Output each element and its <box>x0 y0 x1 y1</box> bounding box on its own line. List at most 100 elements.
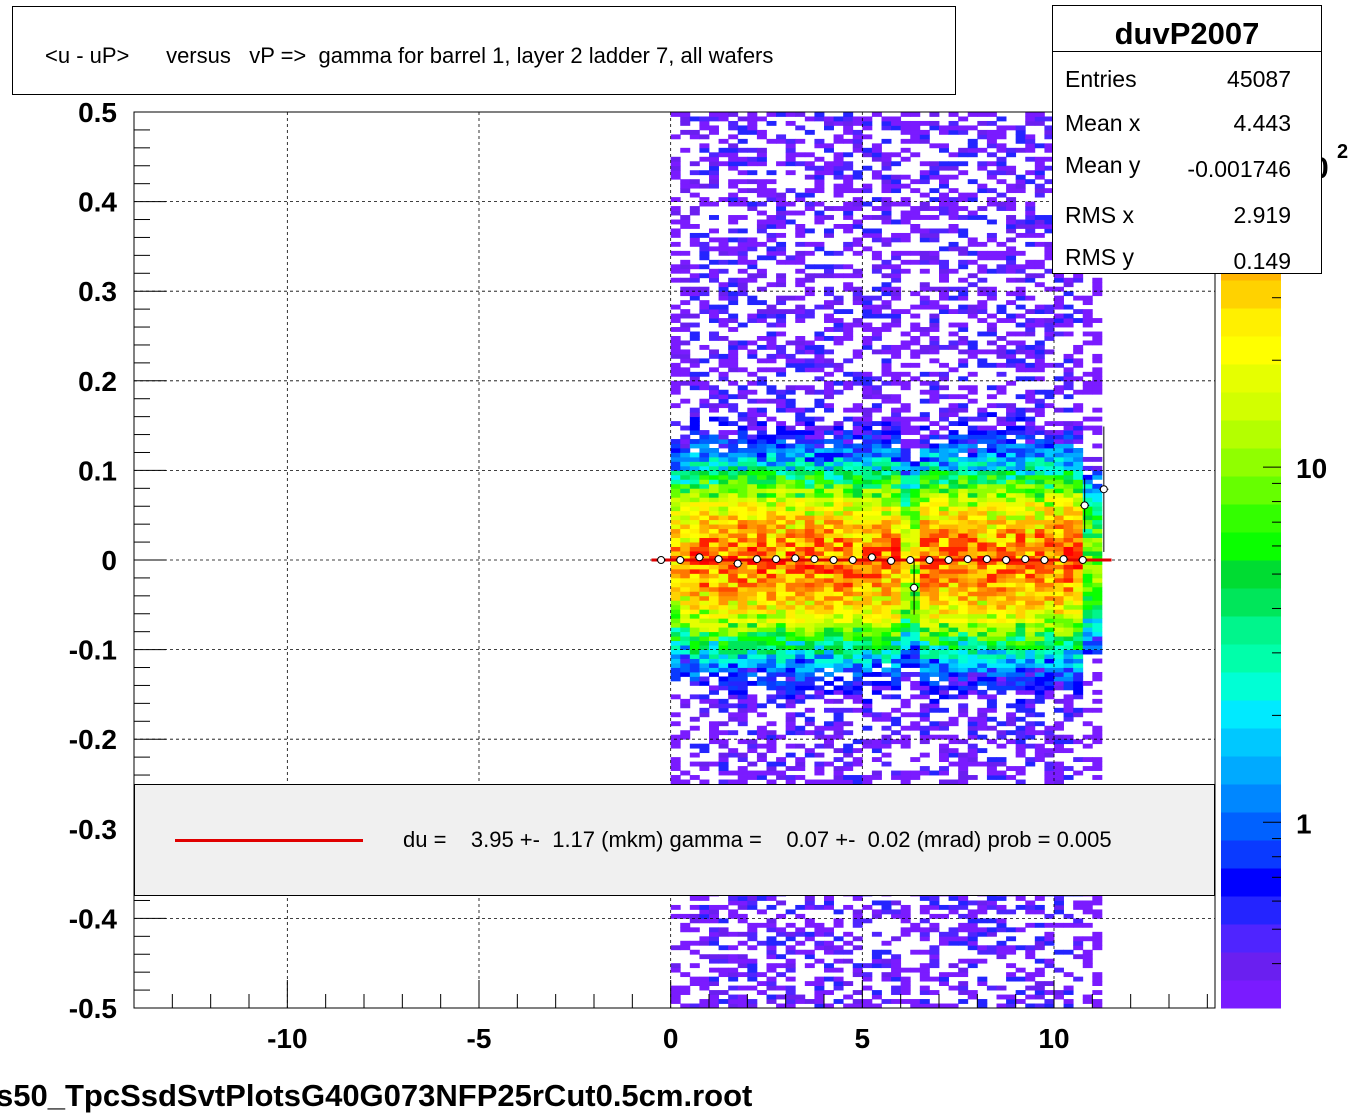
heatmap-cell <box>919 976 930 982</box>
heatmap-cell <box>718 291 729 297</box>
heatmap-cell <box>814 582 825 588</box>
heatmap-cell <box>718 309 729 314</box>
heatmap-cell <box>1006 246 1017 252</box>
heatmap-cell <box>1025 318 1036 323</box>
heatmap-cell <box>986 694 997 700</box>
heatmap-cell <box>996 537 1007 543</box>
heatmap-cell <box>948 609 959 615</box>
heatmap-cell <box>862 999 873 1004</box>
heatmap-cell <box>728 694 739 700</box>
heatmap-cell <box>814 658 825 664</box>
heatmap-cell <box>871 640 882 646</box>
heatmap-cell <box>862 725 873 731</box>
heatmap-cell <box>871 327 882 332</box>
heatmap-cell <box>670 492 681 498</box>
heatmap-cell <box>843 224 854 229</box>
heatmap-cell <box>986 645 997 650</box>
heatmap-cell <box>977 560 988 565</box>
heatmap-cell <box>891 277 902 283</box>
heatmap-cell <box>900 430 911 435</box>
heatmap-cell <box>929 604 940 610</box>
heatmap-cell <box>1044 667 1055 673</box>
heatmap-cell <box>766 416 777 422</box>
heatmap-cell <box>689 506 700 512</box>
heatmap-cell <box>996 672 1007 677</box>
heatmap-cell <box>1044 622 1055 628</box>
heatmap-cell <box>728 909 739 915</box>
heatmap-cell <box>709 506 719 512</box>
heatmap-cell <box>737 568 748 574</box>
heatmap-cell <box>977 551 988 556</box>
heatmap-cell <box>881 327 892 332</box>
heatmap-cell <box>929 1003 940 1009</box>
heatmap-cell <box>670 403 681 409</box>
heatmap-cell <box>785 613 796 619</box>
heatmap-cell <box>814 689 825 695</box>
heatmap-cell <box>1034 425 1045 431</box>
heatmap-cell <box>843 618 854 624</box>
heatmap-cell <box>881 430 892 435</box>
heatmap-cell <box>958 277 969 283</box>
heatmap-cell <box>948 479 959 485</box>
heatmap-cell <box>1015 672 1026 677</box>
heatmap-cell <box>766 309 777 314</box>
heatmap-cell <box>891 555 902 561</box>
heatmap-cell <box>1044 936 1055 942</box>
heatmap-cell <box>1034 972 1045 978</box>
heatmap-cell <box>958 600 969 606</box>
heatmap-cell <box>862 972 873 978</box>
heatmap-cell <box>670 327 681 332</box>
heatmap-cell <box>843 748 854 754</box>
heatmap-cell <box>1006 470 1017 476</box>
heatmap-cell <box>939 1003 949 1009</box>
heatmap-cell <box>939 501 949 507</box>
heatmap-cell <box>795 349 806 355</box>
heatmap-cell <box>919 295 930 301</box>
heatmap-cell <box>689 452 700 458</box>
heatmap-cell <box>986 927 997 933</box>
heatmap-cell <box>852 322 863 328</box>
heatmap-cell <box>986 945 997 951</box>
heatmap-cell <box>871 237 882 243</box>
heatmap-cell <box>766 721 777 727</box>
heatmap-cell <box>939 304 949 310</box>
heatmap-cell <box>804 188 815 194</box>
heatmap-cell <box>862 510 873 516</box>
heatmap-cell <box>680 488 691 494</box>
heatmap-cell <box>814 627 825 633</box>
heatmap-cell <box>862 519 873 525</box>
heatmap-cell <box>910 210 921 216</box>
heatmap-cell <box>986 564 997 570</box>
heatmap-cell <box>1006 349 1017 355</box>
heatmap-cell <box>814 904 825 910</box>
heatmap-cell <box>900 147 911 153</box>
heatmap-cell <box>689 586 700 592</box>
heatmap-cell <box>709 349 719 355</box>
heatmap-cell <box>891 954 902 960</box>
heatmap-cell <box>709 179 719 185</box>
heatmap-cell <box>986 918 997 924</box>
heatmap-cell <box>852 506 863 512</box>
heatmap-cell <box>756 470 767 476</box>
heatmap-cell <box>929 398 940 404</box>
heatmap-cell <box>824 304 834 310</box>
heatmap-cell <box>900 506 911 512</box>
heatmap-cell <box>881 506 892 512</box>
heatmap-cell <box>766 353 777 359</box>
heatmap-cell <box>1006 300 1017 306</box>
heatmap-cell <box>967 430 978 435</box>
heatmap-cell <box>1015 604 1026 610</box>
heatmap-cell <box>939 291 949 297</box>
heatmap-cell <box>1025 622 1036 628</box>
heatmap-cell <box>728 506 739 512</box>
heatmap-cell <box>814 622 825 628</box>
heatmap-cell <box>718 304 729 310</box>
heatmap-cell <box>852 147 863 153</box>
heatmap-cell <box>996 241 1007 247</box>
heatmap-cell <box>824 250 834 256</box>
heatmap-cell <box>1006 224 1017 229</box>
heatmap-cell <box>910 228 921 234</box>
heatmap-cell <box>814 631 825 637</box>
heatmap-cell <box>718 564 729 570</box>
heatmap-cell <box>776 470 787 476</box>
